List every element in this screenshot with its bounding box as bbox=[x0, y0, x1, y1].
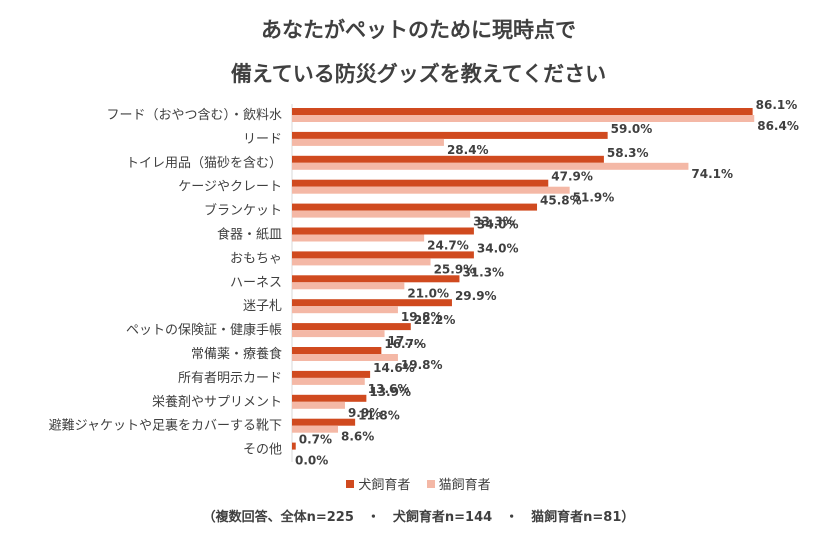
data-label-dog: 16.7% bbox=[384, 337, 426, 351]
data-label-cat: 74.1% bbox=[691, 167, 733, 181]
bar-cat bbox=[292, 401, 345, 409]
bar-dog bbox=[292, 179, 549, 187]
data-label-dog: 22.2% bbox=[414, 313, 456, 327]
bar-dog bbox=[292, 108, 753, 115]
sample-size-note: （複数回答、全体n=225 ・ 犬飼育者n=144 ・ 猫飼育者n=81） bbox=[202, 510, 635, 525]
legend-item-dog: 犬飼育者 bbox=[346, 474, 410, 493]
bar-dog bbox=[292, 227, 474, 235]
category-label: 所有者明示カード bbox=[178, 371, 282, 386]
legend-label-dog: 犬飼育者 bbox=[358, 478, 411, 493]
data-label-cat: 25.9% bbox=[434, 262, 476, 276]
data-label-cat: 51.9% bbox=[573, 191, 615, 205]
data-label-dog: 47.9% bbox=[551, 170, 593, 184]
legend-swatch-cat bbox=[426, 479, 435, 488]
category-label: その他 bbox=[243, 443, 282, 458]
data-label-cat: 9.9% bbox=[348, 406, 381, 420]
data-label-cat: 0.0% bbox=[295, 454, 328, 468]
data-label-dog: 59.0% bbox=[611, 122, 653, 136]
bar-dog bbox=[292, 203, 538, 211]
data-label-dog: 45.8% bbox=[540, 194, 582, 208]
category-label: 常備薬・療養食 bbox=[191, 346, 282, 362]
data-label-dog: 14.6% bbox=[373, 361, 415, 375]
bar-dog bbox=[292, 442, 296, 450]
category-label: 迷子札 bbox=[243, 299, 282, 314]
bar-dog bbox=[292, 323, 411, 331]
data-label-dog: 31.3% bbox=[462, 265, 504, 279]
bar-cat bbox=[292, 210, 471, 218]
bar-dog bbox=[292, 131, 608, 139]
bar-cat bbox=[292, 306, 398, 314]
category-label: ハーネス bbox=[230, 275, 282, 290]
category-label: リード bbox=[243, 132, 282, 147]
category-label: 食器・紙皿 bbox=[217, 227, 282, 243]
bar-cat bbox=[292, 186, 570, 194]
category-label: おもちゃ bbox=[230, 251, 282, 266]
data-label-dog: 58.3% bbox=[607, 146, 649, 160]
bar-cat bbox=[292, 162, 689, 170]
data-label-dog: 13.9% bbox=[369, 385, 411, 399]
data-label-cat: 19.8% bbox=[401, 310, 443, 324]
data-label-cat: 19.8% bbox=[401, 358, 443, 372]
bar-cat bbox=[292, 330, 385, 338]
legend-swatch-dog bbox=[346, 479, 355, 488]
category-label: 避難ジャケットや足裏をカバーする靴下 bbox=[49, 419, 282, 434]
bar-dog bbox=[292, 299, 452, 307]
data-label-cat: 17.... bbox=[388, 334, 423, 348]
data-label-cat: 86.4% bbox=[757, 119, 799, 133]
bar-dog bbox=[292, 418, 356, 426]
data-label-dog: 11.8% bbox=[358, 409, 400, 423]
chart-title-line2: 備えている防災グッズを教えてください bbox=[230, 62, 607, 86]
bar-cat bbox=[292, 258, 431, 266]
bar-dog bbox=[292, 347, 382, 354]
data-label-dog: 34.0% bbox=[477, 218, 519, 232]
data-label-cat: 13.6% bbox=[368, 382, 410, 396]
category-label: トイレ用品（猫砂を含む） bbox=[126, 155, 282, 171]
legend-label-cat: 猫飼育者 bbox=[438, 478, 491, 493]
bar-dog bbox=[292, 155, 604, 163]
bar-dog bbox=[292, 370, 371, 378]
bar-cat bbox=[292, 138, 444, 146]
bar-dog bbox=[292, 251, 474, 259]
data-label-cat: 8.6% bbox=[341, 430, 374, 444]
category-label: ペットの保険証・健康手帳 bbox=[126, 322, 282, 338]
data-label-cat: 33.3% bbox=[473, 215, 515, 229]
bar-cat bbox=[292, 282, 405, 290]
data-label-cat: 28.4% bbox=[447, 143, 489, 157]
chart-title-line1: あなたがペットのために現時点で bbox=[261, 18, 576, 42]
data-label-dog: 0.7% bbox=[299, 433, 332, 447]
data-label-dog: 29.9% bbox=[455, 289, 497, 303]
legend-item-cat: 猫飼育者 bbox=[426, 474, 491, 493]
category-label: ケージやクレート bbox=[178, 180, 282, 195]
data-label-dog: 34.0% bbox=[477, 241, 519, 255]
legend: 犬飼育者 猫飼育者 bbox=[0, 474, 837, 493]
bar-cat bbox=[292, 115, 755, 122]
data-label-cat: 24.7% bbox=[427, 239, 469, 253]
bar-cat bbox=[292, 377, 365, 385]
bar-cat bbox=[292, 425, 339, 433]
category-label: 栄養剤やサプリメント bbox=[152, 394, 282, 410]
bar-dog bbox=[292, 275, 460, 283]
category-label: ブランケット bbox=[204, 203, 282, 219]
bar-dog bbox=[292, 394, 367, 402]
data-label-cat: 21.0% bbox=[407, 286, 449, 300]
bar-cat bbox=[292, 354, 398, 361]
data-label-dog: 86.1% bbox=[756, 98, 798, 112]
category-label: フード（おやつ含む）・飲料水 bbox=[106, 107, 282, 123]
bar-cat bbox=[292, 234, 425, 242]
